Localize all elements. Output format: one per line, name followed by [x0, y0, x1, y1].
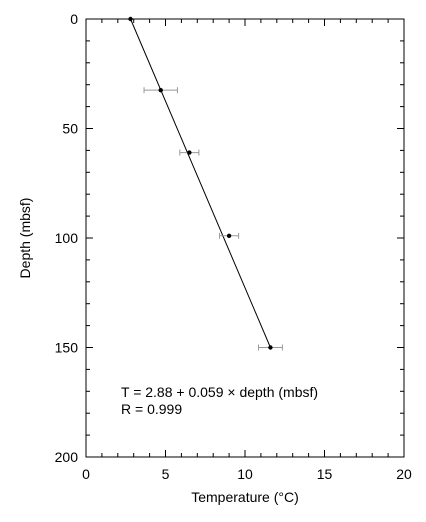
y-axis-title: Depth (mbsf)	[17, 198, 33, 279]
error-bars	[143, 87, 283, 351]
x-tick-label: 5	[162, 466, 170, 482]
data-point	[226, 233, 232, 239]
y-axis-ticks: 0 50 100 150 200	[55, 11, 404, 465]
data-point	[268, 345, 273, 350]
x-axis-title: Temperature (°C)	[191, 489, 299, 505]
data-point	[187, 150, 192, 155]
regression-line	[130, 18, 271, 348]
y-tick-label: 0	[70, 11, 78, 27]
plot-frame	[85, 18, 405, 458]
correlation-coefficient: R = 0.999	[121, 401, 182, 417]
y-tick-label: 50	[62, 121, 78, 137]
x-tick-label: 20	[396, 466, 412, 482]
x-axis-ticks: 0 5 10 15 20	[82, 19, 412, 482]
y-tick-label: 100	[55, 230, 79, 246]
x-tick-label: 15	[317, 466, 333, 482]
y-tick-label: 200	[55, 449, 79, 465]
y-tick-label: 150	[55, 340, 79, 356]
x-tick-label: 0	[82, 466, 90, 482]
regression-equation: T = 2.88 + 0.059 × depth (mbsf)	[121, 384, 318, 400]
data-point	[158, 87, 163, 93]
x-tick-label: 10	[237, 466, 253, 482]
